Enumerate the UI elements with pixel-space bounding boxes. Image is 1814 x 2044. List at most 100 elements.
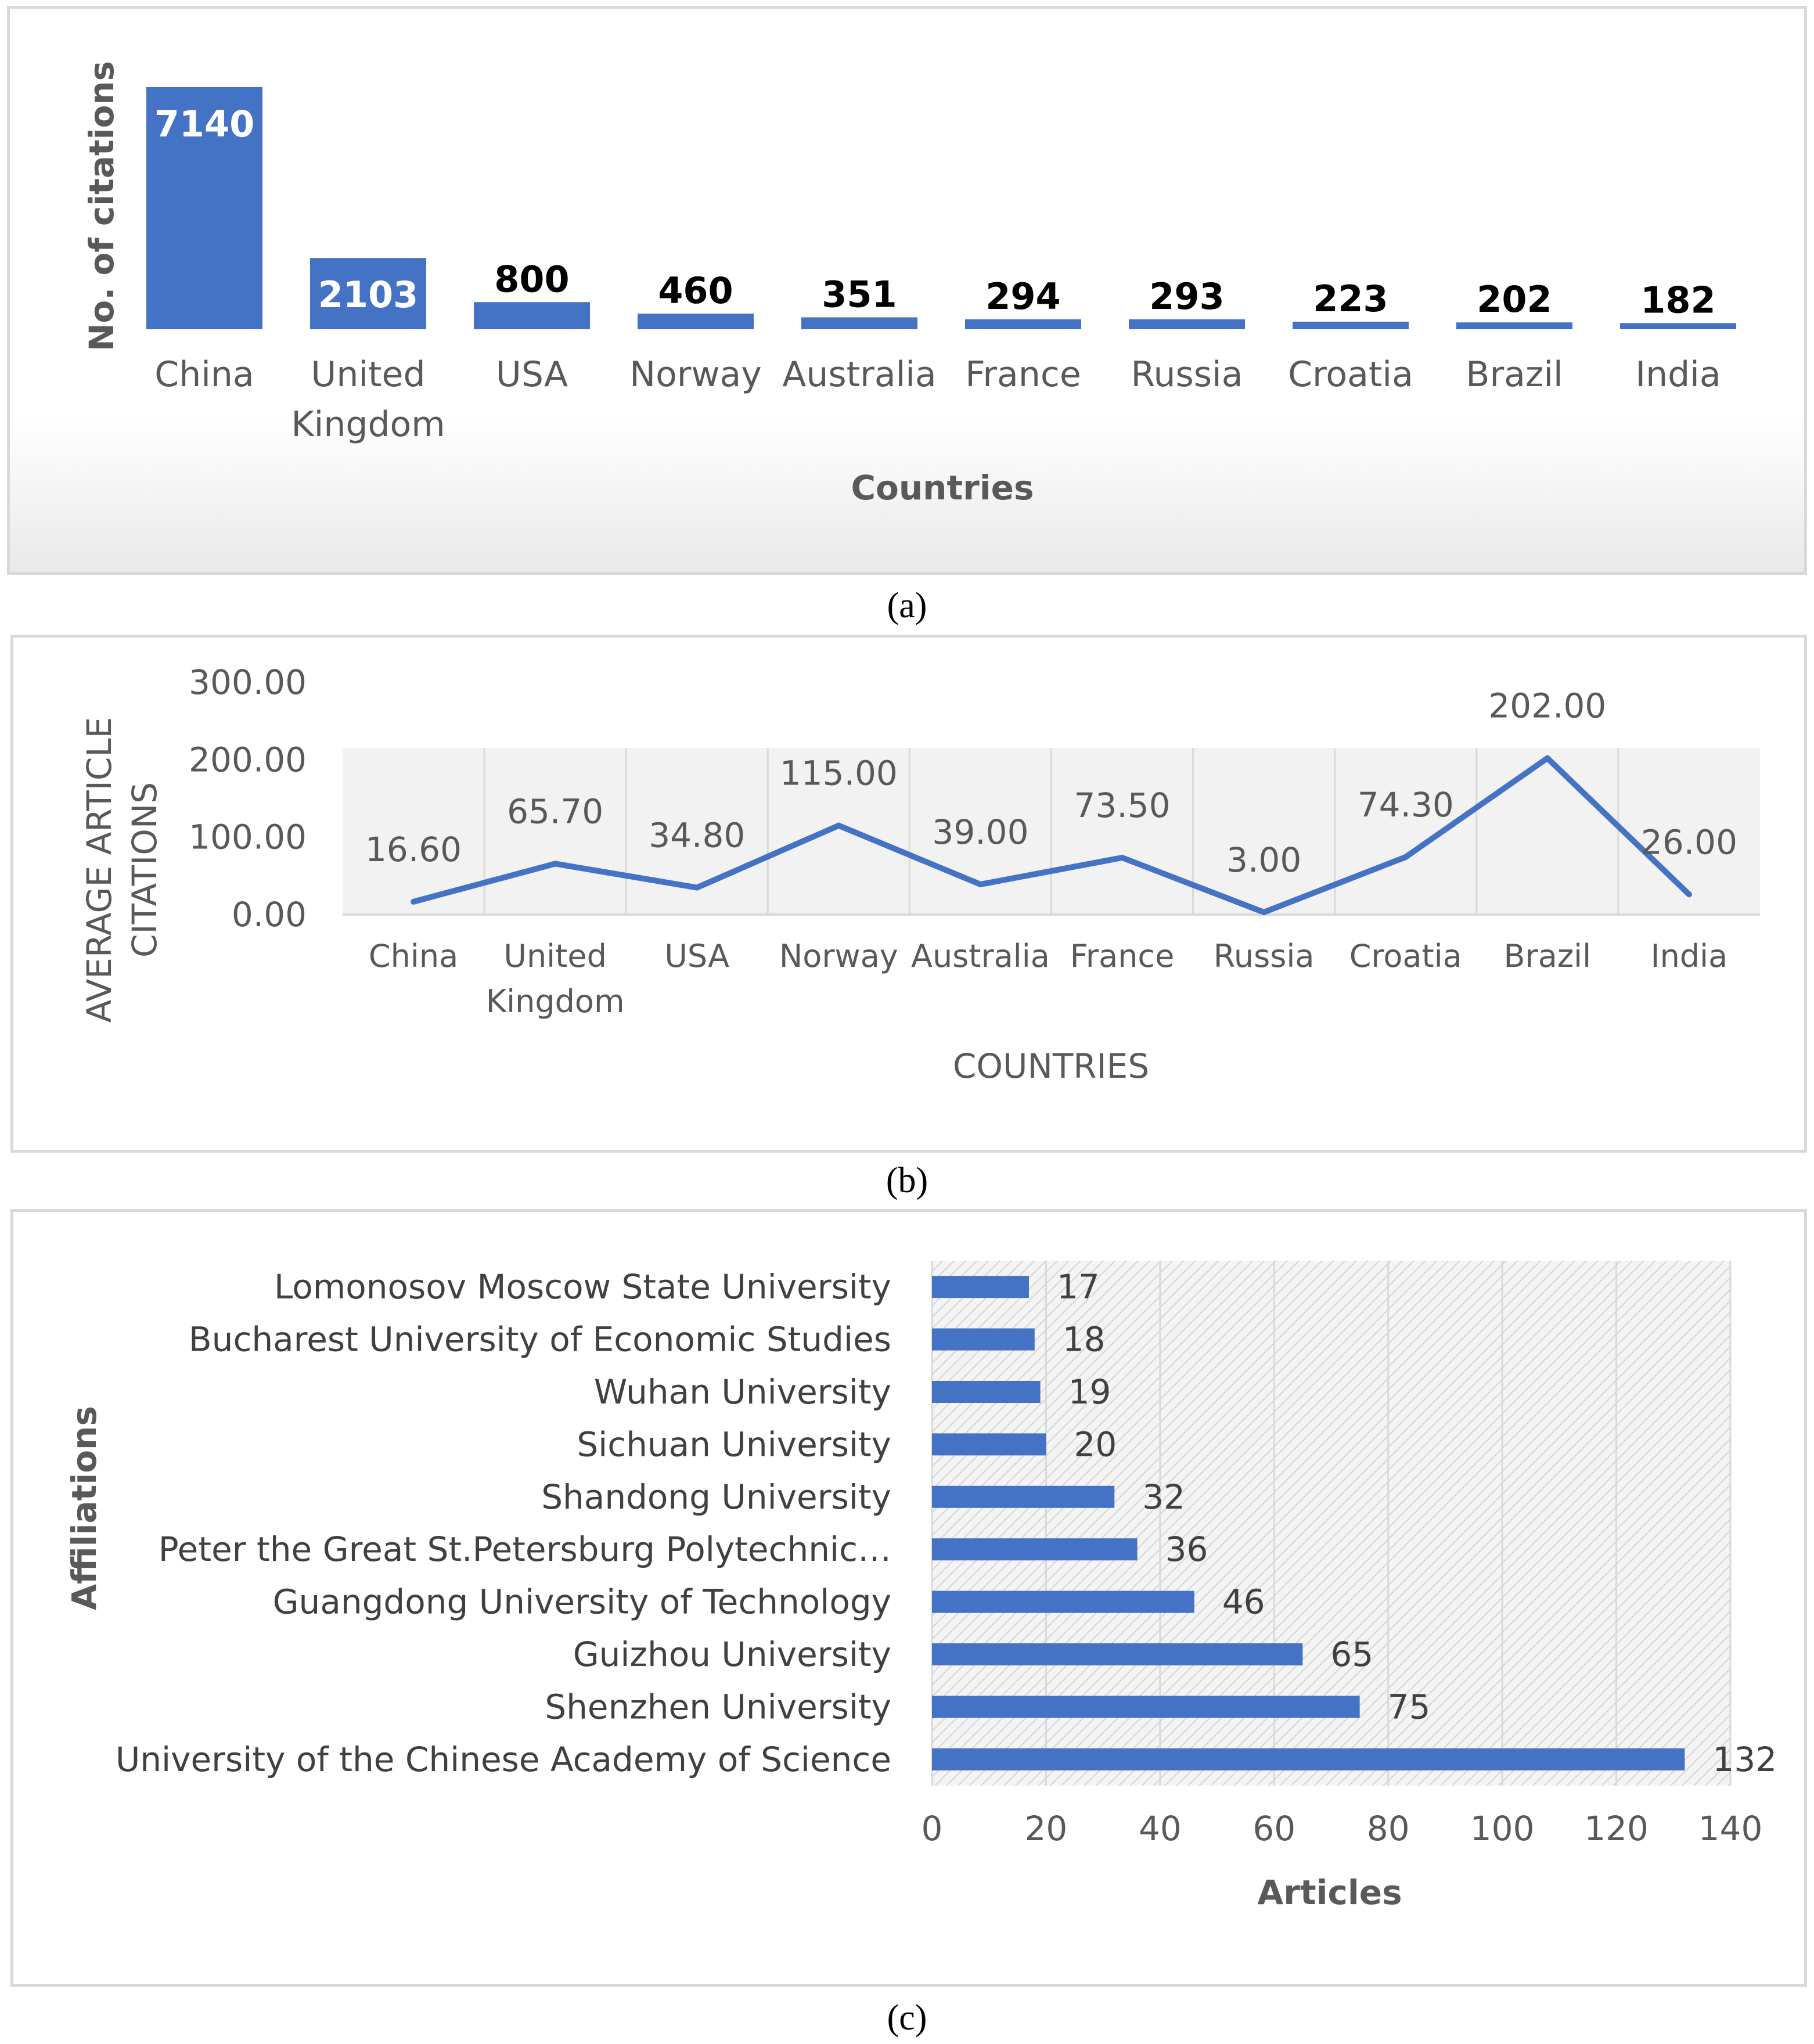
bar-c-2 bbox=[932, 1381, 1041, 1403]
data-label-a-9: 182 bbox=[1640, 279, 1715, 321]
panel-a: 7140 China 2103 United Kingdom 800 USA 460 Norwa… bbox=[7, 6, 1807, 575]
bar-c-1 bbox=[932, 1328, 1035, 1351]
data-label-a-7: 223 bbox=[1313, 278, 1388, 320]
y-axis-title-a: No. of citations bbox=[82, 61, 121, 351]
category-label-b-7: Croatia bbox=[1349, 938, 1462, 974]
bar-c-7 bbox=[932, 1643, 1303, 1665]
data-label-c-6: 46 bbox=[1222, 1582, 1265, 1622]
point-b-4 bbox=[977, 881, 984, 887]
chart-c: 0 20 40 60 80 100 120 140 17 Lomonosov Moscow Sta… bbox=[64, 1261, 1777, 1912]
bar-a-3 bbox=[638, 314, 754, 329]
data-label-b-3: 115.00 bbox=[780, 754, 898, 793]
data-label-a-4: 351 bbox=[822, 274, 897, 316]
data-label-c-2: 19 bbox=[1068, 1372, 1111, 1412]
point-b-9 bbox=[1686, 891, 1692, 898]
bar-a-9 bbox=[1620, 323, 1736, 329]
data-label-c-0: 17 bbox=[1057, 1267, 1100, 1307]
category-label-c-4: Shandong University bbox=[541, 1477, 891, 1517]
x-tick-c-0: 0 bbox=[922, 1809, 943, 1848]
caption-b: (b) bbox=[886, 1161, 928, 1200]
category-label-a-8: Brazil bbox=[1466, 354, 1563, 395]
category-label-a-9: India bbox=[1635, 354, 1721, 395]
category-label-b-1: United Kingdom bbox=[486, 938, 625, 1020]
x-tick-c-1: 20 bbox=[1025, 1809, 1068, 1848]
bar-c-8 bbox=[932, 1696, 1360, 1718]
category-label-a-0: China bbox=[154, 354, 254, 395]
x-axis-title-c: Articles bbox=[1257, 1873, 1402, 1912]
category-label-a-4: Australia bbox=[782, 354, 936, 395]
category-label-c-1: Bucharest University of Economic Studies bbox=[189, 1320, 891, 1359]
category-label-b-6: Russia bbox=[1214, 938, 1315, 974]
category-label-a-1: United Kingdom bbox=[291, 354, 445, 445]
category-label-a-2: USA bbox=[496, 354, 568, 395]
data-label-b-8: 202.00 bbox=[1488, 686, 1606, 726]
category-label-b-8: Brazil bbox=[1503, 938, 1591, 974]
category-label-a-6: Russia bbox=[1131, 354, 1243, 395]
y-tick-b-2: 200.00 bbox=[189, 740, 307, 779]
x-tick-c-4: 80 bbox=[1367, 1809, 1410, 1848]
data-label-c-3: 20 bbox=[1074, 1424, 1117, 1464]
chart-b: 0.00 100.00 200.00 300.00 16.60 China 65.70 Uni… bbox=[80, 663, 1760, 1086]
x-tick-c-7: 140 bbox=[1698, 1809, 1763, 1848]
category-label-b-5: France bbox=[1070, 938, 1175, 974]
bar-a-1 bbox=[310, 258, 426, 329]
bar-a-4 bbox=[801, 317, 917, 329]
line-series-b bbox=[412, 755, 1691, 915]
bar-c-0 bbox=[932, 1276, 1029, 1298]
y-axis-title-b: AVERAGE ARTICLE CITATIONS bbox=[80, 717, 164, 1023]
category-label-c-0: Lomonosov Moscow State University bbox=[274, 1267, 891, 1307]
x-tick-c-2: 40 bbox=[1139, 1809, 1182, 1848]
category-label-a-3: Norway bbox=[629, 354, 762, 395]
data-label-b-7: 74.30 bbox=[1358, 785, 1454, 825]
chart-a: 7140 China 2103 United Kingdom 800 USA 460 Norwa… bbox=[10, 61, 1804, 572]
data-label-a-0: 7140 bbox=[154, 103, 255, 145]
bar-a-0 bbox=[146, 87, 262, 329]
data-label-a-2: 800 bbox=[494, 258, 569, 300]
bar-a-8 bbox=[1456, 322, 1572, 329]
y-tick-b-1: 100.00 bbox=[189, 818, 307, 857]
y-tick-b-3: 300.00 bbox=[189, 663, 307, 702]
category-label-b-9: India bbox=[1651, 938, 1728, 974]
bar-c-4 bbox=[932, 1485, 1115, 1508]
bar-c-3 bbox=[932, 1433, 1046, 1456]
category-label-c-8: Shenzhen University bbox=[545, 1687, 891, 1726]
data-label-b-6: 3.00 bbox=[1226, 840, 1301, 880]
bar-c-5 bbox=[932, 1538, 1138, 1561]
point-b-5 bbox=[1119, 855, 1125, 861]
x-tick-c-5: 100 bbox=[1470, 1809, 1535, 1848]
category-label-a-7: Croatia bbox=[1288, 354, 1413, 395]
x-axis-title-b: COUNTRIES bbox=[953, 1046, 1149, 1086]
data-label-b-0: 16.60 bbox=[365, 830, 462, 869]
category-label-b-4: Australia bbox=[911, 938, 1050, 974]
data-label-a-5: 294 bbox=[985, 275, 1060, 318]
data-label-c-5: 36 bbox=[1165, 1530, 1208, 1569]
bar-a-2 bbox=[474, 302, 590, 329]
category-label-b-3: Norway bbox=[779, 938, 898, 974]
point-b-3 bbox=[836, 822, 842, 829]
x-tick-c-3: 60 bbox=[1252, 1809, 1295, 1848]
x-tick-c-6: 120 bbox=[1584, 1809, 1649, 1848]
category-label-b-2: USA bbox=[664, 938, 729, 974]
data-label-c-1: 18 bbox=[1063, 1320, 1106, 1359]
bar-c-6 bbox=[932, 1590, 1194, 1613]
data-label-b-2: 34.80 bbox=[649, 816, 745, 855]
data-label-c-4: 32 bbox=[1142, 1477, 1185, 1517]
y-tick-b-0: 0.00 bbox=[232, 895, 307, 934]
data-label-c-7: 65 bbox=[1330, 1635, 1373, 1674]
y-axis-title-c: Affiliations bbox=[64, 1406, 104, 1610]
point-b-1 bbox=[552, 861, 559, 867]
bar-c-9 bbox=[932, 1748, 1685, 1770]
category-label-c-6: Guangdong University of Technology bbox=[273, 1582, 891, 1622]
bar-a-6 bbox=[1129, 319, 1245, 329]
category-label-a-5: France bbox=[965, 354, 1081, 395]
point-b-0 bbox=[411, 898, 417, 905]
data-label-b-9: 26.00 bbox=[1641, 822, 1737, 862]
panel-b: 0.00 100.00 200.00 300.00 16.60 China 65.70 Uni… bbox=[10, 635, 1807, 1153]
data-label-b-4: 39.00 bbox=[932, 812, 1028, 852]
caption-a: (a) bbox=[887, 586, 927, 625]
bar-a-5 bbox=[965, 319, 1081, 329]
data-label-c-8: 75 bbox=[1388, 1687, 1431, 1726]
panel-c: 0 20 40 60 80 100 120 140 17 Lomonosov Moscow Sta… bbox=[10, 1209, 1807, 1987]
x-axis-title-a: Countries bbox=[851, 468, 1034, 508]
point-b-6 bbox=[1261, 909, 1267, 915]
